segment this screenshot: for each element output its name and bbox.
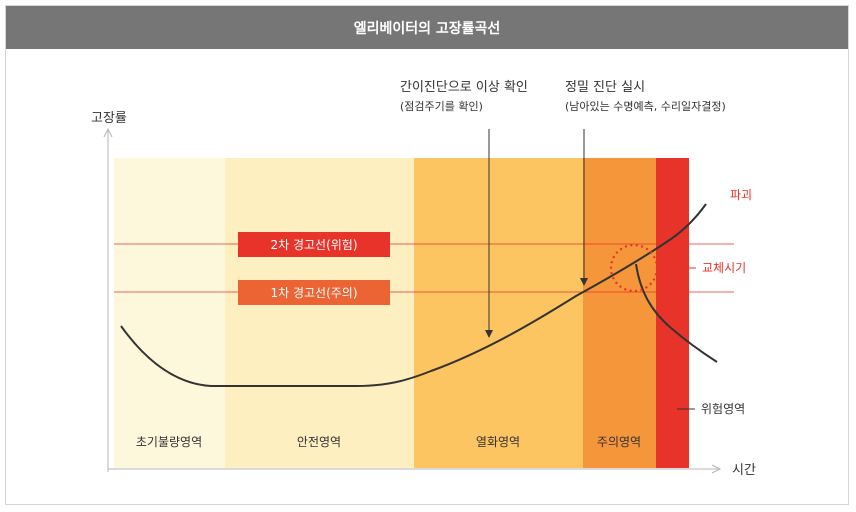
zone-safe-label: 안전영역 <box>297 435 341 449</box>
replacement-pointer-arrow-icon <box>662 264 670 272</box>
second-warning-label: 2차 경고선(위험) <box>270 238 357 252</box>
replacement-label: 교체시기 <box>702 261 746 275</box>
replacement-point-marker <box>609 243 659 293</box>
zone-caution-bg <box>583 158 656 468</box>
precise-check-callout-line2: (남아있는 수명예측, 수리일자결정) <box>565 99 726 113</box>
diagram-title: 엘리베이터의 고장률곡선 <box>353 20 501 37</box>
replacement-branch-curve <box>635 263 718 363</box>
danger-zone-label: 위험영역 <box>701 402 745 416</box>
first-warning-badge <box>238 280 390 305</box>
breakdown-label: 파괴 <box>730 188 752 202</box>
title-bar: 엘리베이터의 고장률곡선 <box>6 6 848 49</box>
zone-initial-bg <box>114 158 225 468</box>
diagram-frame: 엘리베이터의 고장률곡선 2차 경고선(위험) 1차 경고선(주의) 고장률 시… <box>5 5 849 505</box>
zone-danger-bg <box>656 158 689 468</box>
x-axis-arrow-icon <box>711 464 722 474</box>
zone-initial-label: 초기불량영역 <box>136 435 202 449</box>
zone-caution-label: 주의영역 <box>597 435 641 449</box>
y-axis-label: 고장률 <box>91 111 127 126</box>
zone-wear-label: 열화영역 <box>476 435 520 449</box>
second-warning-badge <box>238 232 390 257</box>
simple-check-callout-line1: 간이진단으로 이상 확인 <box>400 80 528 95</box>
precise-check-callout-line1: 정밀 진단 실시 <box>565 80 645 95</box>
zone-safe-bg <box>225 158 414 468</box>
failure-rate-curve <box>120 203 707 387</box>
y-axis-arrow-icon <box>103 127 113 138</box>
x-axis-label: 시간 <box>732 463 756 478</box>
first-warning-label: 1차 경고선(주의) <box>270 286 357 300</box>
zone-wear-bg <box>414 158 583 468</box>
failure-rate-diagram: 2차 경고선(위험) 1차 경고선(주의) 고장률 시간 초기불량영역 안전영역… <box>91 80 756 478</box>
simple-check-callout-line2: (점검주기를 확인) <box>400 100 483 113</box>
